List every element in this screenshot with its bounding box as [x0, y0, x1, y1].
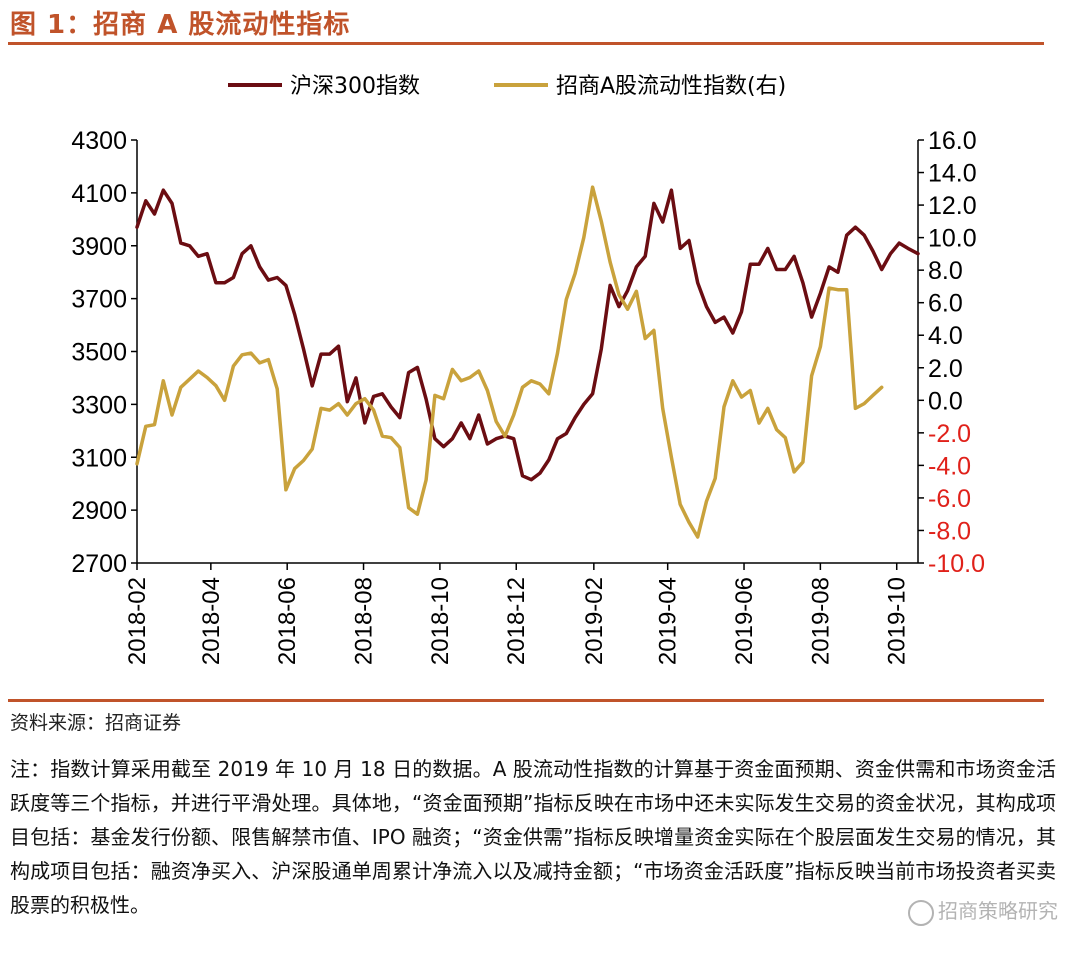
y-left-tick-label: 3700	[71, 286, 127, 314]
series-line-2	[135, 185, 884, 539]
x-tick-label: 2018-12	[503, 577, 530, 665]
figure-title: 图 1：招商 A 股流动性指标	[10, 10, 351, 40]
y-left-tick-label: 3900	[71, 233, 127, 261]
x-tick-label: 2019-04	[655, 577, 682, 665]
y-right-tick-label: 6.0	[928, 290, 963, 318]
x-tick-label: 2018-02	[124, 577, 151, 665]
x-tick-label: 2018-10	[427, 577, 454, 665]
series-layer	[135, 185, 920, 539]
x-tick-label: 2019-02	[581, 577, 608, 665]
y-left-tick-label: 2900	[71, 497, 127, 525]
y-right-tick-label: 16.0	[928, 127, 977, 155]
x-axis-ticks: 2018-02 2018-04 2018-06 2018-08 2018-10 2018-…	[124, 563, 911, 665]
y-right-tick-label: -2.0	[928, 420, 971, 448]
y-right-tick-label: -8.0	[928, 517, 971, 545]
y-left-tick-label: 4100	[71, 180, 127, 208]
footer-divider	[8, 699, 1044, 702]
wechat-icon	[908, 899, 934, 926]
y-axis-right-ticks: 16.0 14.0 12.0 10.0 8.0 6.0 4.0 2.0 0.0 -2.0 -4.0 -…	[918, 127, 985, 578]
chart-legend: 沪深300指数 招商A股流动性指数(右)	[228, 74, 786, 99]
y-right-tick-label: 2.0	[928, 355, 963, 383]
y-right-tick-label: -4.0	[928, 452, 971, 480]
y-right-tick-label: 10.0	[928, 225, 977, 253]
watermark-text: 招商策略研究	[938, 899, 1058, 923]
y-right-tick-label: 4.0	[928, 322, 963, 350]
y-left-tick-label: 2700	[71, 550, 127, 578]
y-right-tick-label: -6.0	[928, 485, 971, 513]
x-tick-label: 2019-10	[884, 577, 911, 665]
y-left-tick-label: 3500	[71, 339, 127, 367]
legend-label-series-1: 沪深300指数	[290, 74, 420, 99]
line-chart: 沪深300指数 招商A股流动性指数(右) 4300 4100 3900 3700 350…	[71, 74, 985, 665]
y-right-tick-label: -10.0	[928, 550, 985, 578]
source-label: 资料来源：招商证券	[10, 712, 182, 734]
y-right-tick-label: 12.0	[928, 192, 977, 220]
y-axis-left-ticks: 4300 4100 3900 3700 3500 3300 3100 2900 2700	[71, 127, 137, 578]
x-tick-label: 2019-08	[807, 577, 834, 665]
watermark: 招商策略研究	[908, 895, 1058, 926]
series-line-1	[135, 188, 920, 482]
chart-note: 注：指数计算采用截至 2019 年 10 月 18 日的数据。A 股流动性指数的…	[10, 757, 1056, 917]
x-tick-label: 2018-06	[274, 577, 301, 665]
legend-label-series-2: 招商A股流动性指数(右)	[556, 74, 786, 99]
y-right-tick-label: 0.0	[928, 387, 963, 415]
y-left-tick-label: 4300	[71, 127, 127, 155]
x-tick-label: 2019-06	[731, 577, 758, 665]
x-tick-label: 2018-08	[351, 577, 378, 665]
y-right-tick-label: 14.0	[928, 160, 977, 188]
chart-axes	[136, 140, 919, 564]
y-right-tick-label: 8.0	[928, 257, 963, 285]
title-divider	[8, 42, 1044, 45]
y-left-tick-label: 3300	[71, 391, 127, 419]
x-tick-label: 2018-04	[198, 577, 225, 665]
y-left-tick-label: 3100	[71, 444, 127, 472]
